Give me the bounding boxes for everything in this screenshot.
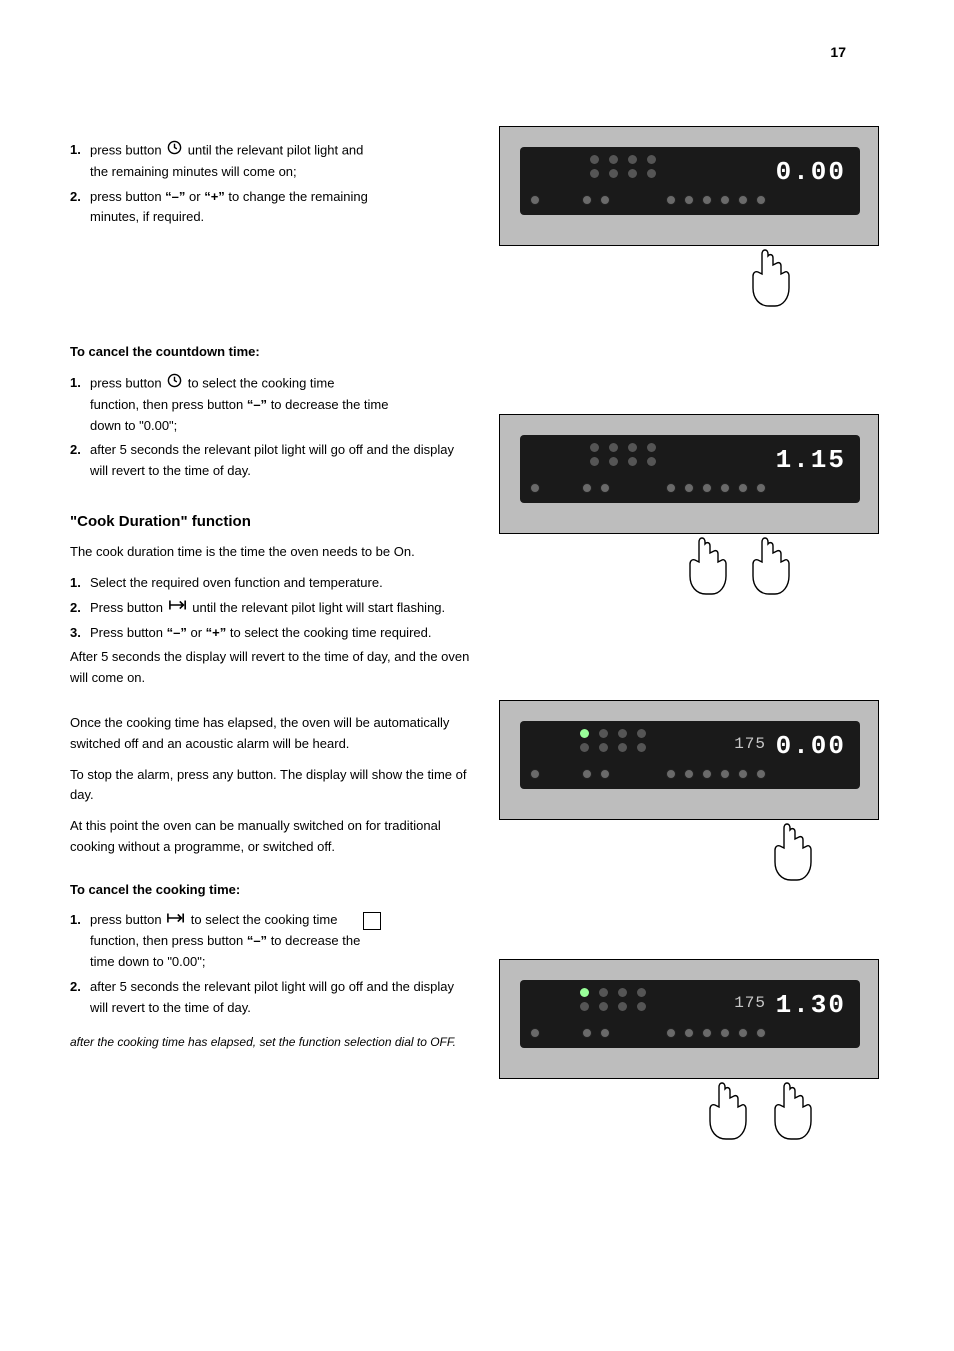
text: Press button xyxy=(90,625,167,640)
hand-pointer-icon xyxy=(759,820,819,884)
time-display: 0.00 xyxy=(776,157,846,187)
panel-display: 175 0.00 xyxy=(520,721,860,789)
temp-display: 175 xyxy=(734,735,766,753)
panel-display: 1.15 xyxy=(520,435,860,503)
instruction-item: 3. Press button “–” or “+” to select the… xyxy=(70,623,470,644)
list-number: 3. xyxy=(70,623,81,644)
hand-pointer-icon xyxy=(737,246,797,310)
plus-symbol: “+” xyxy=(206,625,227,640)
paragraph: To stop the alarm, press any button. The… xyxy=(70,765,470,807)
instruction-item: 1. press button to select the cooking ti… xyxy=(70,373,470,436)
list-number: 2. xyxy=(70,977,81,998)
text: to decrease the xyxy=(271,933,361,948)
text: down to "0.00"; xyxy=(90,418,177,433)
oven-panel-illustration: 0.00 xyxy=(499,126,879,306)
text: function, then press button xyxy=(90,933,247,948)
instruction-item: 2. after 5 seconds the relevant pilot li… xyxy=(70,977,470,1019)
instruction-item: 1. Select the required oven function and… xyxy=(70,573,470,594)
list-number: 1. xyxy=(70,573,81,594)
instruction-item: 2. press button “–” or “+” to change the… xyxy=(70,187,470,229)
text: until the relevant pilot light and xyxy=(188,142,364,157)
paragraph: After 5 seconds the display will revert … xyxy=(70,647,470,689)
text: minutes, if required. xyxy=(90,209,204,224)
text: to select the cooking time xyxy=(191,912,338,927)
duration-icon xyxy=(167,911,185,932)
minus-symbol: “–” xyxy=(165,189,185,204)
text: press button xyxy=(90,189,165,204)
text: press button xyxy=(90,142,165,157)
text: or xyxy=(189,189,204,204)
list-number: 1. xyxy=(70,373,81,394)
text: after 5 seconds the relevant pilot light… xyxy=(90,442,454,478)
list-number: 2. xyxy=(70,598,81,619)
list-number: 1. xyxy=(70,910,81,931)
warning-note: after the cooking time has elapsed, set … xyxy=(70,1033,470,1052)
hand-pointer-icon xyxy=(737,534,797,598)
paragraph: Once the cooking time has elapsed, the o… xyxy=(70,713,470,755)
text: after 5 seconds the relevant pilot light… xyxy=(90,979,454,1015)
time-display: 0.00 xyxy=(776,731,846,761)
panel-bezel: 175 1.30 xyxy=(499,959,879,1079)
instruction-item: 2. after 5 seconds the relevant pilot li… xyxy=(70,440,470,482)
panel-bezel: 0.00 xyxy=(499,126,879,246)
instruction-item: 2. Press button until the relevant pilot… xyxy=(70,598,470,619)
oven-panel-illustration: 175 0.00 xyxy=(499,700,879,880)
clock-icon xyxy=(167,373,182,395)
time-display: 1.30 xyxy=(776,990,846,1020)
paragraph: At this point the oven can be manually s… xyxy=(70,816,470,858)
text: time down to "0.00"; xyxy=(90,954,205,969)
time-display: 1.15 xyxy=(776,445,846,475)
subheading: To cancel the cooking time: xyxy=(70,880,470,901)
text-column: 1. press button until the relevant pilot… xyxy=(70,140,470,1062)
oven-panel-illustration: 1.15 xyxy=(499,414,879,594)
paragraph: The cook duration time is the time the o… xyxy=(70,542,470,563)
text: the remaining minutes will come on; xyxy=(90,164,297,179)
list-number: 2. xyxy=(70,440,81,461)
minus-symbol: “–” xyxy=(167,625,187,640)
text: until the relevant pilot light will star… xyxy=(192,600,445,615)
duration-icon xyxy=(169,598,187,619)
text: to select the cooking time required. xyxy=(230,625,432,640)
section-title: "Cook Duration" function xyxy=(70,510,470,534)
minus-symbol: “–” xyxy=(247,397,267,412)
text: to select the cooking time xyxy=(188,375,335,390)
attention-box-icon xyxy=(363,912,381,930)
panel-display: 175 1.30 xyxy=(520,980,860,1048)
text: or xyxy=(190,625,205,640)
hand-pointer-icon xyxy=(674,534,734,598)
temp-display: 175 xyxy=(734,994,766,1012)
hand-pointer-icon xyxy=(759,1079,819,1143)
panel-display: 0.00 xyxy=(520,147,860,215)
text: press button xyxy=(90,912,165,927)
hand-pointer-icon xyxy=(694,1079,754,1143)
text: press button xyxy=(90,375,165,390)
plus-symbol: “+” xyxy=(204,189,225,204)
list-number: 2. xyxy=(70,187,81,208)
oven-panel-illustration: 175 1.30 xyxy=(499,959,879,1139)
instruction-item: 1. press button to select the cooking ti… xyxy=(70,910,470,973)
panel-bezel: 1.15 xyxy=(499,414,879,534)
subheading: To cancel the countdown time: xyxy=(70,342,470,363)
panel-bezel: 175 0.00 xyxy=(499,700,879,820)
minus-symbol: “–” xyxy=(247,933,267,948)
text: Press button xyxy=(90,600,167,615)
text: to change the remaining xyxy=(228,189,367,204)
text: to decrease the time xyxy=(271,397,389,412)
instruction-item: 1. press button until the relevant pilot… xyxy=(70,140,470,183)
clock-icon xyxy=(167,140,182,162)
text: function, then press button xyxy=(90,397,247,412)
text: Select the required oven function and te… xyxy=(90,575,383,590)
page-number: 17 xyxy=(830,44,846,60)
list-number: 1. xyxy=(70,140,81,161)
